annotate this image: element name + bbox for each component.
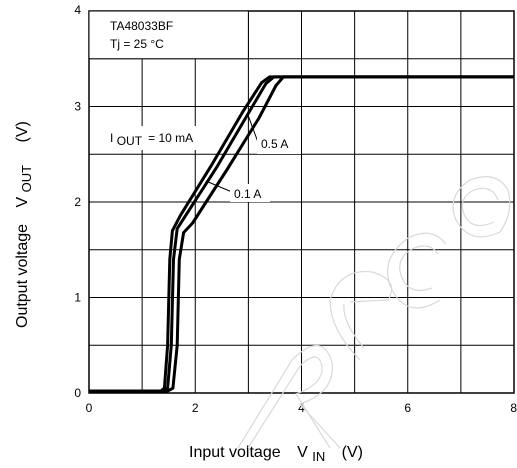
x-axis-title: Input voltage V IN (V): [189, 444, 363, 465]
series-line-0: [89, 75, 514, 393]
series-labels: I OUT = 10 mA 0.1 A 0.5 A: [104, 126, 301, 202]
y-tick-label: 2: [74, 195, 81, 209]
plot-frame: [88, 10, 515, 394]
x-axis-title-unit: (V): [342, 444, 363, 461]
y-tick-label: 1: [74, 291, 81, 305]
series-label-10ma-rest: = 10 mA: [148, 131, 193, 145]
leader-line: [205, 180, 233, 193]
x-tick-label: 2: [192, 401, 199, 415]
y-axis-title-unit: (V): [14, 121, 31, 142]
y-tick-label: 3: [74, 100, 81, 114]
x-tick-labels: 0 2 4 6 8: [86, 401, 517, 415]
condition-box: TA48033BF Tj = 25 °C: [88, 10, 249, 60]
x-axis-title-sub: IN: [312, 449, 325, 464]
x-tick-label: 4: [298, 401, 305, 415]
x-tick-label: 0: [86, 401, 93, 415]
x-tick-label: 6: [404, 401, 411, 415]
part-number: TA48033BF: [110, 19, 173, 33]
series-line-2: [89, 75, 514, 393]
series-label-10ma-main: I: [110, 131, 113, 145]
y-tick-label: 0: [74, 386, 81, 400]
y-axis-title: Output voltage V OUT (V): [14, 121, 35, 328]
x-axis-title-main: Input voltage: [189, 444, 281, 461]
series-line-1: [89, 75, 514, 393]
series-layer: [89, 75, 514, 393]
x-axis-title-symbol: V: [297, 444, 308, 461]
y-axis-title-symbol: V: [14, 196, 31, 207]
series-label-0-5a: 0.5 A: [261, 137, 288, 151]
junction-temperature: Tj = 25 °C: [110, 37, 164, 51]
series-label-10ma-sub: OUT: [117, 134, 143, 148]
series-label-0-1a: 0.1 A: [234, 187, 261, 201]
y-tick-labels: 0 1 2 3 4: [74, 3, 81, 400]
x-tick-label: 8: [510, 401, 517, 415]
y-tick-label: 4: [74, 3, 81, 17]
series-label-10ma: I OUT = 10 mA: [110, 131, 193, 148]
y-axis-title-sub: OUT: [19, 165, 34, 193]
y-axis-title-main: Output voltage: [14, 224, 31, 328]
watermark: [237, 176, 511, 449]
grid: [88, 10, 515, 394]
